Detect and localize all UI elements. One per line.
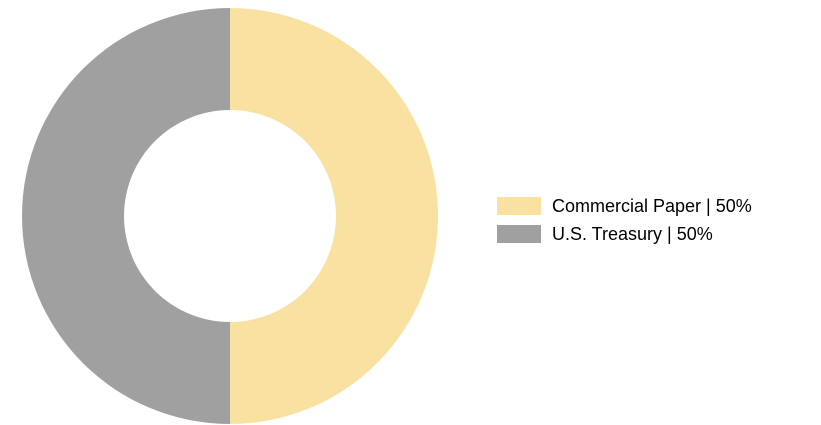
legend-label: Commercial Paper | 50% — [552, 196, 752, 216]
legend-swatch — [497, 197, 541, 215]
legend-label: U.S. Treasury | 50% — [552, 224, 713, 244]
donut-slice — [230, 8, 438, 424]
donut-slice — [22, 8, 230, 424]
legend-swatch — [497, 225, 541, 243]
